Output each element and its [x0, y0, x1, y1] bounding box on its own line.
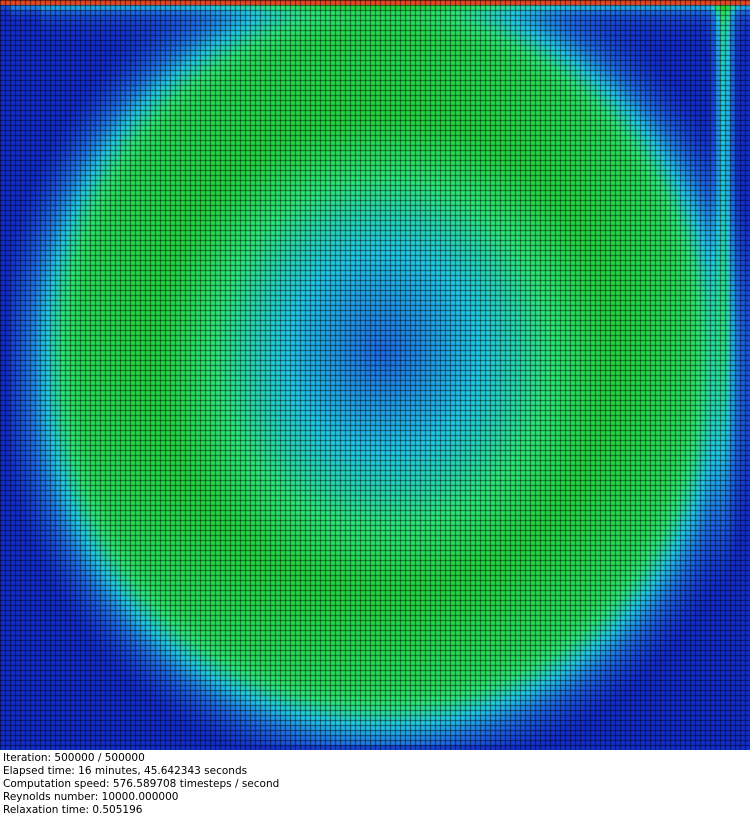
elapsed-time-readout: Elapsed time: 16 minutes, 45.642343 seco…: [3, 765, 248, 777]
iteration-readout: Iteration: 500000 / 500000: [3, 752, 145, 764]
relaxation-time-readout: Relaxation time: 0.505196: [3, 804, 143, 816]
status-panel: Iteration: 500000 / 500000 Elapsed time:…: [0, 752, 750, 831]
reynolds-number-readout: Reynolds number: 10000.000000: [3, 791, 179, 803]
simulation-view: [0, 0, 750, 750]
computation-speed-readout: Computation speed: 576.589708 timesteps …: [3, 778, 280, 790]
